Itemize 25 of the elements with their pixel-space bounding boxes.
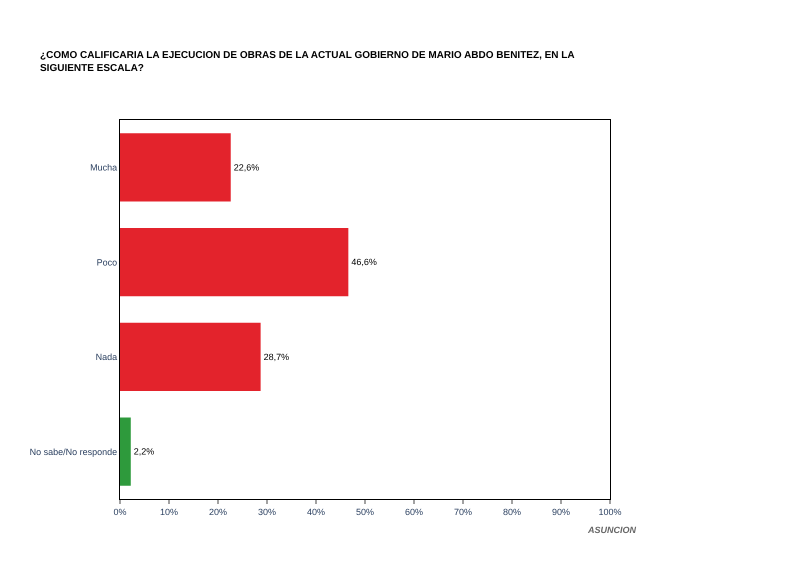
x-tick-label: 60% xyxy=(404,506,424,517)
x-tick-label: 50% xyxy=(356,506,374,517)
x-tick-label: 0% xyxy=(113,506,127,517)
data-label: 2,2% xyxy=(134,446,154,457)
text: ASUNCION xyxy=(587,525,636,535)
x-tick-label: 80% xyxy=(502,506,522,517)
x-tick-label: 10% xyxy=(160,506,178,517)
y-tick-label: No sabe/No responde xyxy=(30,446,118,457)
bar xyxy=(120,418,131,486)
x-tick-label: 20% xyxy=(208,506,228,517)
y-tick-label: Nada xyxy=(96,352,118,362)
data-label: 28,7% xyxy=(264,352,290,362)
bar xyxy=(120,322,261,391)
data-label: 46,6% xyxy=(351,257,377,268)
x-tick-label: 30% xyxy=(258,506,276,517)
bar xyxy=(120,133,231,202)
x-tick-label: 70% xyxy=(454,506,472,517)
chart-title: ¿COMO CALIFICARIA LA EJECUCION DE OBRAS DE LA ACTUAL GOBIERNO DE MARIO ABDO BENITEZ, EN LA SIGUIENTE ESCALA? xyxy=(40,50,575,74)
x-tick-label: 40% xyxy=(306,506,326,517)
bar xyxy=(120,228,348,296)
y-tick-label: Poco xyxy=(96,257,118,268)
data-label: 22,6% xyxy=(234,162,260,172)
y-tick-label: Mucha xyxy=(90,162,118,173)
x-tick-label: 90% xyxy=(552,506,570,517)
x-tick-label: 100% xyxy=(598,506,622,517)
